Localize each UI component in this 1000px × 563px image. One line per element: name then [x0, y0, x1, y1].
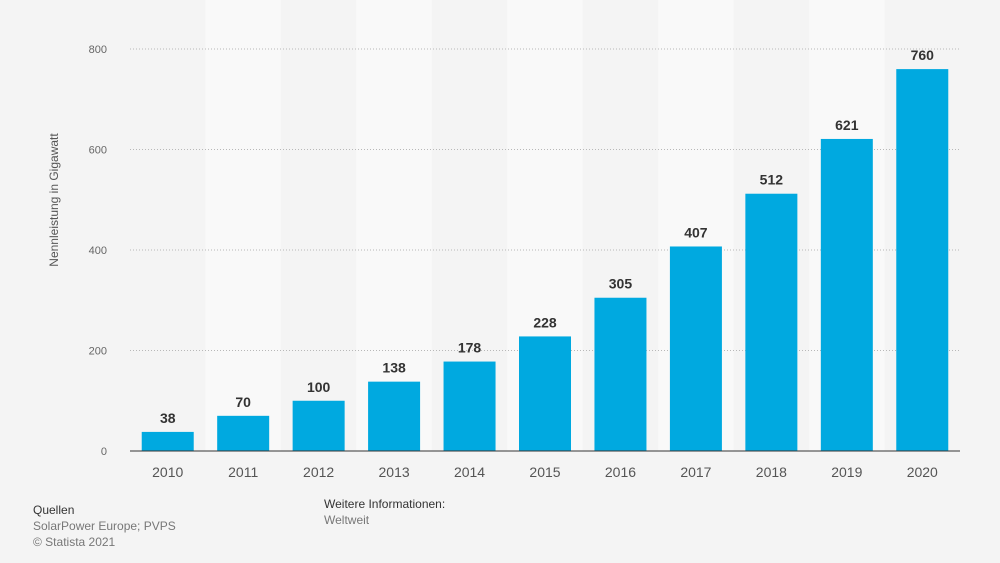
- x-axis-ticks: 2010 2011 2012 2013 2014 2015 2016 2017 2018 2019…: [152, 464, 938, 480]
- bar-2015: [519, 336, 571, 451]
- info-block: Weitere Informationen: Weltweit: [324, 496, 445, 528]
- x-tick-label-2015: 2015: [529, 464, 560, 480]
- bar-2018: [745, 193, 798, 451]
- x-tick-label-2020: 2020: [907, 464, 938, 480]
- bar-2020: [896, 69, 949, 451]
- x-tick-label-2016: 2016: [605, 464, 636, 480]
- column-band: [205, 0, 281, 451]
- x-tick-label-2013: 2013: [379, 464, 410, 480]
- data-label-2015: 228: [533, 314, 557, 330]
- data-label-2018: 512: [760, 172, 784, 188]
- x-tick-label-2017: 2017: [680, 464, 711, 480]
- sources-block: Quellen SolarPower Europe; PVPS © Statis…: [33, 502, 176, 550]
- y-tick-label: 400: [89, 245, 107, 257]
- sources-text: SolarPower Europe; PVPS: [33, 519, 176, 533]
- bar-2011: [217, 415, 270, 451]
- data-labels: 38 70 100 138 178 228 305 407 512 621 760: [160, 47, 934, 426]
- y-tick-label: 600: [89, 145, 107, 157]
- sources-heading: Quellen: [33, 503, 75, 517]
- data-label-2017: 407: [684, 224, 708, 240]
- data-label-2014: 178: [458, 340, 482, 356]
- bar-2012: [292, 400, 345, 451]
- y-tick-label: 800: [89, 44, 107, 56]
- data-label-2019: 621: [835, 117, 859, 133]
- bar-2017: [669, 246, 722, 451]
- bar-chart: 0 200 400 600 800 Nennleistung in Gigawatt 3…: [47, 0, 960, 480]
- x-tick-label-2010: 2010: [152, 464, 183, 480]
- bars: [141, 69, 949, 451]
- column-band: [280, 0, 357, 451]
- y-tick-label: 0: [101, 446, 107, 458]
- x-tick-label-2018: 2018: [756, 464, 787, 480]
- y-axis-title: Nennleistung in Gigawatt: [47, 133, 61, 267]
- data-label-2011: 70: [235, 394, 251, 410]
- bar-2016: [594, 297, 647, 451]
- info-text: Weltweit: [324, 513, 370, 527]
- x-tick-label-2019: 2019: [831, 464, 862, 480]
- y-tick-label: 200: [89, 346, 107, 358]
- column-band: [356, 0, 432, 451]
- copyright: © Statista 2021: [33, 535, 116, 549]
- data-label-2010: 38: [160, 410, 176, 426]
- y-axis-ticks: 0 200 400 600 800: [89, 44, 107, 458]
- x-tick-label-2014: 2014: [454, 464, 485, 480]
- data-label-2016: 305: [609, 276, 633, 292]
- bar-2013: [368, 381, 421, 451]
- data-label-2020: 760: [911, 47, 935, 63]
- bar-2014: [443, 361, 496, 451]
- bar-2019: [820, 138, 873, 451]
- data-label-2012: 100: [307, 379, 331, 395]
- data-label-2013: 138: [382, 360, 406, 376]
- info-heading: Weitere Informationen:: [324, 497, 446, 511]
- column-band: [130, 0, 206, 451]
- x-tick-label-2011: 2011: [228, 464, 258, 480]
- x-tick-label-2012: 2012: [303, 464, 334, 480]
- bar-2010: [141, 431, 194, 451]
